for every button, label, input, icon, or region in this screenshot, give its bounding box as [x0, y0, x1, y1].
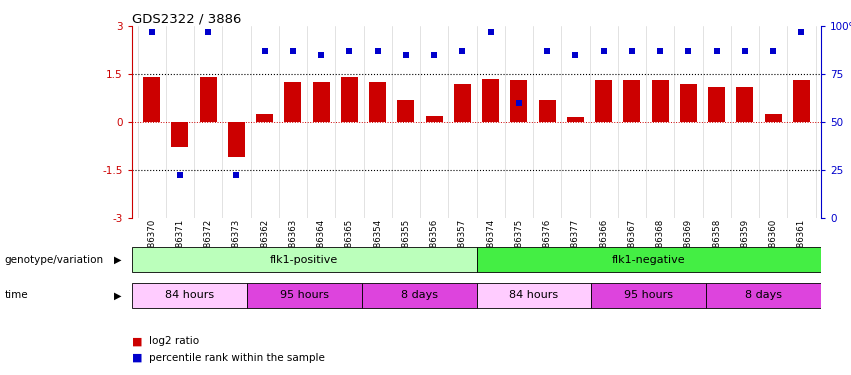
Text: ■: ■ [132, 353, 142, 363]
Bar [680, 84, 697, 122]
Point [710, 48, 723, 54]
Point [484, 29, 498, 35]
Text: ▶: ▶ [114, 255, 121, 265]
Text: flk1-positive: flk1-positive [270, 255, 339, 265]
Bar [228, 122, 245, 157]
Bar [567, 117, 584, 122]
Bar [256, 114, 273, 122]
Bar [706, 283, 821, 308]
Point [314, 52, 328, 58]
Point [427, 52, 441, 58]
Text: flk1-negative: flk1-negative [612, 255, 686, 265]
Point [371, 48, 385, 54]
Point [540, 48, 554, 54]
Text: percentile rank within the sample: percentile rank within the sample [149, 353, 325, 363]
Bar [132, 247, 477, 272]
Text: 8 days: 8 days [745, 290, 782, 300]
Bar [247, 283, 362, 308]
Text: 84 hours: 84 hours [165, 290, 214, 300]
Text: ■: ■ [132, 336, 142, 346]
Bar [312, 82, 329, 122]
Text: 8 days: 8 days [401, 290, 437, 300]
Bar [397, 100, 414, 122]
Bar [624, 81, 641, 122]
Bar [341, 77, 358, 122]
Text: 95 hours: 95 hours [280, 290, 328, 300]
Bar [793, 81, 810, 122]
Bar [736, 87, 753, 122]
Point [173, 172, 186, 178]
Point [286, 48, 300, 54]
Point [597, 48, 610, 54]
Bar [369, 82, 386, 122]
Point [343, 48, 357, 54]
Bar [708, 87, 725, 122]
Text: GDS2322 / 3886: GDS2322 / 3886 [132, 12, 242, 25]
Text: ▶: ▶ [114, 290, 121, 300]
Bar [477, 247, 821, 272]
Bar [765, 114, 782, 122]
Text: log2 ratio: log2 ratio [149, 336, 199, 346]
Bar [477, 283, 591, 308]
Point [767, 48, 780, 54]
Point [654, 48, 667, 54]
Text: 84 hours: 84 hours [510, 290, 558, 300]
Bar [539, 100, 556, 122]
Point [625, 48, 639, 54]
Bar [595, 81, 612, 122]
Point [258, 48, 271, 54]
Bar [511, 81, 528, 122]
Text: genotype/variation: genotype/variation [4, 255, 103, 265]
Bar [426, 116, 443, 122]
Point [738, 48, 751, 54]
Bar [483, 79, 500, 122]
Bar [132, 283, 247, 308]
Point [512, 100, 526, 106]
Text: 95 hours: 95 hours [625, 290, 673, 300]
Bar [652, 81, 669, 122]
Point [568, 52, 582, 58]
Bar [454, 84, 471, 122]
Point [230, 172, 243, 178]
Bar [362, 283, 477, 308]
Text: time: time [4, 290, 28, 300]
Point [145, 29, 158, 35]
Bar [284, 82, 301, 122]
Point [682, 48, 695, 54]
Point [455, 48, 469, 54]
Bar [143, 77, 160, 122]
Bar [200, 77, 217, 122]
Bar [591, 283, 706, 308]
Point [202, 29, 215, 35]
Bar [171, 122, 188, 147]
Point [795, 29, 808, 35]
Point [399, 52, 413, 58]
